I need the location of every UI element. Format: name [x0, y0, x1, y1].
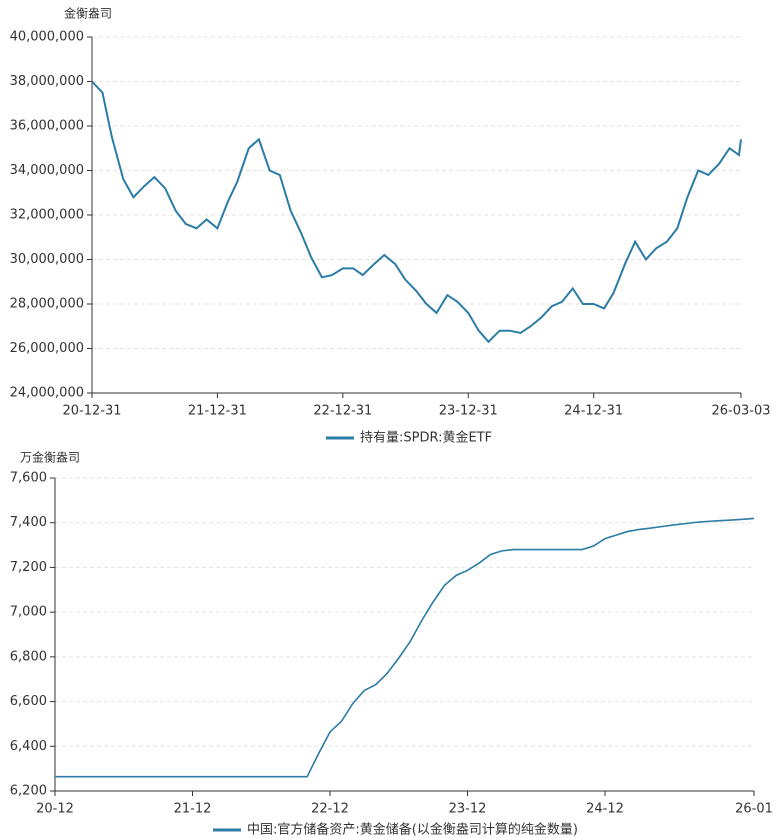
x-tick-label: 22-12-31 — [313, 404, 372, 419]
y-tick-label: 7,600 — [10, 471, 47, 486]
y-tick-label: 34,000,000 — [10, 163, 84, 178]
y-tick-label: 6,400 — [10, 739, 47, 754]
x-tick-label: 26-03-03 — [711, 404, 770, 419]
y-tick-label: 30,000,000 — [10, 252, 84, 267]
data-line — [55, 517, 755, 778]
y-unit-label: 金衡盎司 — [64, 6, 112, 21]
y-tick-label: 7,000 — [10, 605, 47, 620]
x-tick-label: 21-12-31 — [188, 404, 247, 419]
y-tick-label: 38,000,000 — [10, 74, 84, 89]
x-tick-label: 23-12 — [449, 802, 487, 817]
y-tick-label: 7,200 — [10, 560, 47, 575]
data-line — [91, 80, 742, 344]
y-tick-label: 6,800 — [10, 649, 47, 664]
y-tick-label: 32,000,000 — [10, 208, 84, 223]
x-tick-label: 22-12 — [311, 802, 349, 817]
y-tick-label: 6,600 — [10, 694, 47, 709]
y-tick-label: 6,200 — [10, 784, 47, 799]
x-tick-label: 23-12-31 — [439, 404, 498, 419]
y-tick-label: 26,000,000 — [10, 341, 84, 356]
y-tick-label: 24,000,000 — [10, 386, 84, 401]
x-tick-label: 24-12-31 — [564, 404, 623, 419]
y-unit-label: 万金衡盎司 — [20, 450, 80, 465]
x-tick-label: 21-12 — [174, 802, 212, 817]
x-tick-label: 20-12 — [36, 802, 74, 817]
x-tick-label: 24-12 — [586, 802, 624, 817]
y-tick-label: 40,000,000 — [10, 30, 84, 45]
x-tick-label: 20-12-31 — [62, 404, 121, 419]
legend-label: 持有量:SPDR:黄金ETF — [360, 430, 492, 446]
y-tick-label: 7,400 — [10, 515, 47, 530]
y-tick-label: 28,000,000 — [10, 297, 84, 312]
legend-label: 中国:官方储备资产:黄金储备(以金衡盎司计算的纯金数量) — [247, 822, 578, 838]
y-tick-label: 36,000,000 — [10, 119, 84, 134]
x-tick-label: 26-01 — [735, 802, 773, 817]
